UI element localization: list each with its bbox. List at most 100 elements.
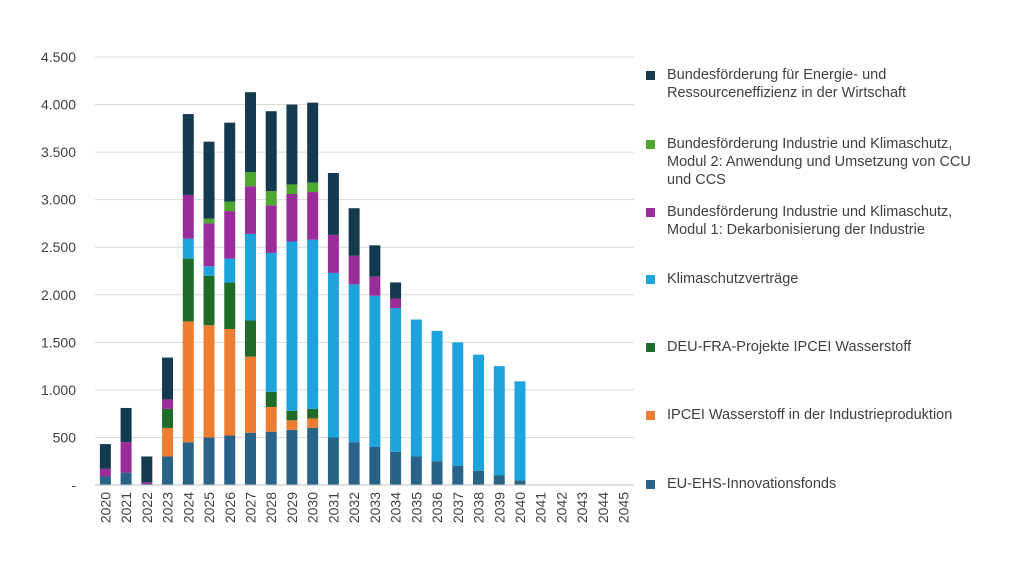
bar-segment: [244, 92, 256, 173]
bar-segment: [244, 356, 256, 433]
x-tick-label: 2034: [388, 492, 404, 523]
bar-segment: [162, 456, 174, 485]
x-tick-label: 2040: [512, 492, 528, 523]
y-tick-label: 500: [53, 429, 77, 445]
bar-segment: [369, 446, 381, 485]
bar-segment: [286, 104, 298, 185]
bar-segment: [182, 258, 194, 322]
legend-swatch: [646, 275, 655, 284]
bar-segment: [162, 427, 174, 457]
x-tick-label: 2030: [305, 492, 321, 523]
bar-segment: [244, 172, 256, 187]
bar-segment: [286, 241, 298, 411]
bar-segment: [265, 407, 277, 432]
bar-segment: [265, 252, 277, 392]
x-tick-label: 2027: [242, 492, 258, 523]
bar-segment: [244, 233, 256, 321]
y-axis-ticks: - 500 1.000 1.500 2.000 2.500 3.000 3.500 4.000 4…: [41, 49, 76, 493]
bar-segment: [327, 437, 339, 485]
x-tick-label: 2022: [139, 492, 155, 523]
bar-segment: [452, 342, 464, 466]
bar-segment: [99, 444, 111, 469]
legend-item: Klimaschutzverträge: [646, 270, 1016, 288]
bar-segment: [244, 320, 256, 357]
bar-segment: [369, 295, 381, 447]
x-tick-label: 2023: [160, 492, 176, 523]
bar-segment: [203, 275, 215, 326]
bar-segment: [473, 470, 485, 485]
bar-segment: [120, 407, 132, 443]
bar-segment: [514, 381, 526, 481]
bar-segment: [431, 330, 443, 462]
bar-segment: [244, 432, 256, 485]
bar-segment: [265, 191, 277, 206]
bar-segment: [182, 442, 194, 485]
x-tick-label: 2045: [616, 492, 632, 523]
legend-item: Bundesförderung für Energie- und Ressour…: [646, 66, 1016, 102]
y-tick-label: 3.000: [41, 192, 76, 208]
bar-segment: [162, 399, 174, 409]
bar-segment: [182, 194, 194, 239]
bar-segment: [224, 329, 236, 436]
x-tick-label: 2036: [429, 492, 445, 523]
legend-swatch: [646, 343, 655, 352]
bar-segment: [348, 442, 360, 485]
bar-segment: [307, 182, 319, 193]
y-tick-label: -: [71, 477, 76, 493]
bar-segment: [327, 173, 339, 235]
legend-swatch: [646, 208, 655, 217]
bar-segment: [348, 284, 360, 443]
legend-swatch: [646, 411, 655, 420]
bar-segment: [286, 429, 298, 485]
bar-segment: [99, 476, 111, 485]
bar-segment: [99, 468, 111, 477]
bar-segment: [265, 391, 277, 408]
bar-segment: [203, 223, 215, 267]
legend-item: Bundesförderung Industrie und Klimaschut…: [646, 135, 1016, 189]
bar-segment: [203, 141, 215, 219]
x-tick-label: 2042: [553, 492, 569, 523]
y-tick-label: 2.500: [41, 239, 76, 255]
x-tick-label: 2032: [346, 492, 362, 523]
bar-segment: [327, 272, 339, 438]
x-tick-label: 2039: [491, 492, 507, 523]
bar-segment: [244, 186, 256, 234]
bar-segment: [224, 282, 236, 330]
x-tick-label: 2026: [222, 492, 238, 523]
y-tick-label: 3.500: [41, 144, 76, 160]
bar-segment: [307, 408, 319, 419]
legend-label: Bundesförderung Industrie und Klimaschut…: [667, 204, 953, 238]
y-tick-label: 4.000: [41, 97, 76, 113]
bar-segment: [120, 442, 132, 473]
bar-segment: [224, 201, 236, 212]
y-tick-label: 1.500: [41, 334, 76, 350]
bar-segment: [203, 266, 215, 276]
bar-segment: [431, 461, 443, 485]
bar-segment: [265, 111, 277, 192]
bar-segment: [286, 420, 298, 430]
legend-swatch: [646, 480, 655, 489]
x-tick-label: 2028: [263, 492, 279, 523]
legend-swatch: [646, 71, 655, 80]
bar-segment: [410, 456, 422, 485]
bar-segment: [493, 475, 505, 485]
bar-segment: [452, 465, 464, 485]
legend-item: Bundesförderung Industrie und Klimaschut…: [646, 203, 1016, 239]
bar-segment: [327, 234, 339, 273]
y-tick-label: 2.000: [41, 287, 76, 303]
bar-segment: [493, 366, 505, 476]
bar-segment: [120, 472, 132, 485]
bar-segment: [286, 193, 298, 242]
x-tick-label: 2038: [471, 492, 487, 523]
x-tick-label: 2029: [284, 492, 300, 523]
bar-segment: [286, 184, 298, 194]
bar-segment: [514, 480, 526, 485]
y-tick-label: 4.500: [41, 49, 76, 65]
bars: [99, 92, 526, 485]
bar-segment: [224, 258, 236, 283]
x-tick-label: 2020: [97, 492, 113, 523]
bar-segment: [410, 319, 422, 457]
bar-segment: [162, 357, 174, 400]
legend-item: EU-EHS-Innovationsfonds: [646, 475, 1016, 493]
